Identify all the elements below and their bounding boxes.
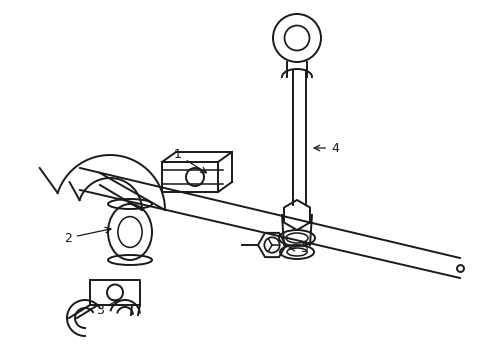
Text: 2: 2: [64, 227, 111, 244]
Text: 4: 4: [313, 141, 338, 154]
Text: 3: 3: [96, 300, 118, 316]
Text: 1: 1: [174, 148, 206, 173]
Text: 5: 5: [288, 242, 308, 255]
